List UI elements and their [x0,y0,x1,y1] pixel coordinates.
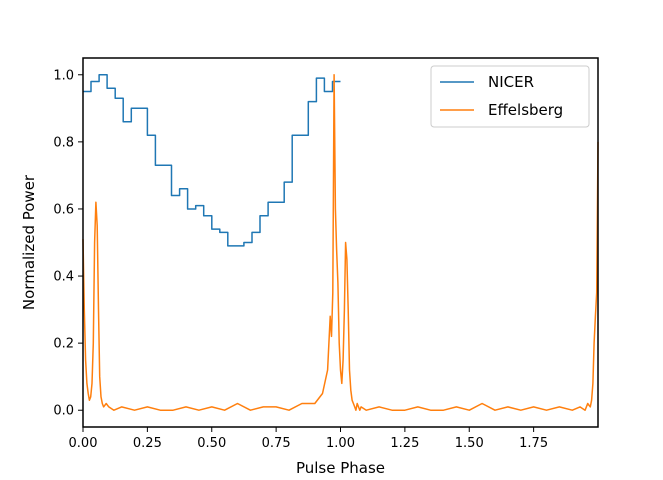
x-tick-label: 0.50 [197,436,226,451]
legend-label-effelsberg: Effelsberg [488,101,563,119]
x-tick-label: 1.75 [519,436,548,451]
x-tick-label: 0.00 [69,436,98,451]
y-tick-label: 0.4 [53,270,74,285]
axes-frame [82,57,599,428]
x-tick-label: 1.25 [390,436,419,451]
x-tick-label: 0.25 [133,436,162,451]
series-line-effelsberg [82,74,599,411]
plot-marks [82,74,599,411]
y-tick-label: 1.0 [53,68,74,83]
axis-ticks: 0.00 0.25 0.50 0.75 1.00 1.25 1.50 1.75 0.0 0.2 0.… [53,68,548,451]
x-tick-label: 1.50 [455,436,484,451]
y-tick-label: 0.6 [53,202,74,217]
legend: NICER Effelsberg [430,65,590,128]
legend-label-nicer: NICER [488,73,534,91]
y-tick-label: 0.0 [53,404,74,419]
y-tick-label: 0.8 [53,135,74,150]
x-tick-label: 0.75 [262,436,291,451]
x-axis-label: Pulse Phase [296,459,385,477]
series-line-nicer [83,74,341,247]
x-tick-label: 1.00 [326,436,355,451]
y-axis-label: Normalized Power [20,174,38,310]
y-tick-label: 0.2 [53,337,74,352]
